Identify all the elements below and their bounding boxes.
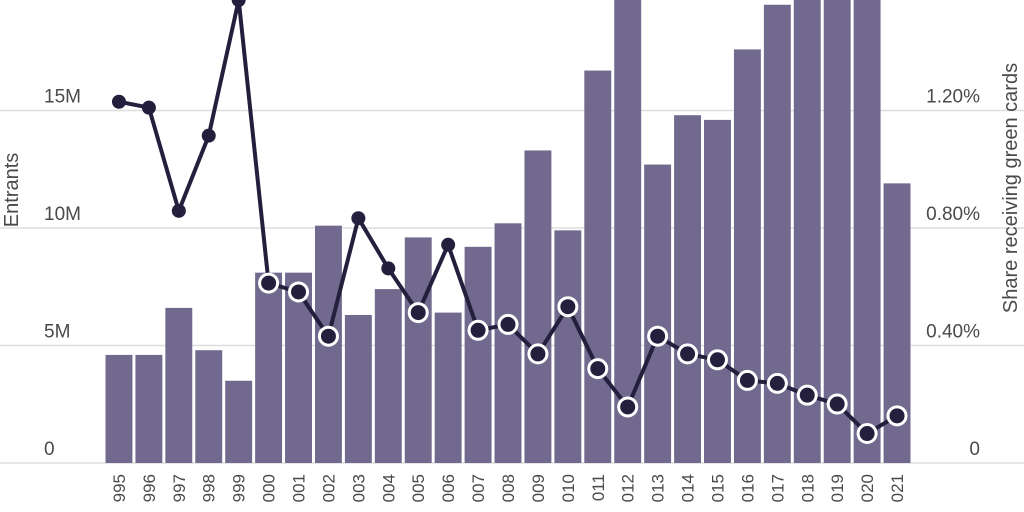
x-tick-label: 012 — [619, 474, 638, 502]
share-marker — [527, 343, 549, 365]
bar — [763, 4, 791, 463]
bar — [733, 49, 761, 464]
bar — [404, 237, 432, 463]
x-tick-label: 004 — [379, 474, 398, 502]
left-axis: 0 5M 10M 15M — [44, 87, 81, 461]
share-marker — [407, 302, 429, 324]
bar — [464, 246, 492, 463]
x-tick-label: 995 — [110, 474, 129, 502]
bar — [494, 223, 522, 463]
share-line-series — [111, 0, 908, 445]
bar — [823, 0, 851, 463]
right-axis-title: Share receiving green cards — [1000, 63, 1022, 313]
x-tick-label: 009 — [529, 474, 548, 502]
x-tick-label: 019 — [828, 474, 847, 502]
share-marker — [677, 343, 699, 365]
share-marker — [706, 349, 728, 371]
share-marker — [441, 237, 456, 252]
x-tick-label: 005 — [409, 474, 428, 502]
x-tick-label: 016 — [738, 474, 757, 502]
share-marker — [587, 358, 609, 380]
x-tick-label: 008 — [499, 474, 518, 502]
x-tick-label: 003 — [349, 474, 368, 502]
bar — [195, 350, 223, 463]
left-tick-label: 10M — [44, 204, 81, 225]
bar — [434, 312, 462, 463]
share-marker — [497, 313, 519, 335]
bar — [105, 354, 133, 463]
bar — [554, 230, 582, 463]
share-marker — [381, 261, 396, 276]
bar — [255, 272, 283, 463]
bar — [225, 380, 253, 463]
right-tick-label: 1.20% — [926, 87, 980, 108]
x-tick-label: 015 — [708, 474, 727, 502]
right-tick-label: 0 — [969, 439, 980, 460]
share-marker — [826, 393, 848, 415]
bar — [704, 119, 731, 464]
x-tick-label: 002 — [319, 474, 338, 502]
x-tick-label: 014 — [679, 474, 698, 502]
bar — [374, 289, 402, 463]
x-tick-label: 013 — [649, 474, 668, 502]
bar — [524, 150, 552, 463]
bar — [135, 354, 163, 463]
x-tick-label: 020 — [858, 474, 877, 502]
x-axis: 995 996 997 998 999 000 001 002 003 004 005 006 007 0… — [110, 474, 907, 502]
bar — [644, 164, 672, 464]
share-marker — [617, 396, 639, 418]
share-marker — [171, 203, 186, 218]
bar-series — [105, 0, 911, 464]
left-tick-label: 15M — [44, 87, 81, 108]
right-tick-label: 0.80% — [926, 204, 980, 225]
bar — [674, 115, 702, 463]
bar — [165, 307, 193, 463]
x-tick-label: 999 — [230, 474, 249, 502]
x-tick-label: 996 — [140, 474, 159, 502]
bar — [344, 314, 372, 463]
share-marker — [351, 211, 366, 226]
x-tick-label: 998 — [200, 474, 219, 502]
share-marker — [288, 281, 310, 303]
share-marker — [736, 369, 758, 391]
x-tick-label: 017 — [768, 474, 787, 502]
x-tick-label: 001 — [290, 474, 309, 502]
share-marker — [258, 272, 280, 294]
left-tick-label: 5M — [44, 322, 70, 343]
share-marker — [317, 325, 339, 347]
share-marker — [886, 405, 908, 427]
x-tick-label: 007 — [469, 474, 488, 502]
share-marker — [231, 0, 246, 7]
share-marker — [557, 296, 579, 318]
left-tick-label: 0 — [44, 439, 55, 460]
x-tick-label: 010 — [559, 474, 578, 502]
x-tick-label: 000 — [260, 474, 279, 502]
x-tick-label: 021 — [888, 474, 907, 502]
share-marker — [141, 100, 156, 115]
share-marker — [201, 128, 216, 143]
share-marker — [111, 94, 126, 109]
share-marker — [796, 384, 818, 406]
share-marker — [766, 372, 788, 394]
bar — [853, 0, 881, 463]
x-tick-label: 997 — [170, 474, 189, 502]
x-tick-label: 011 — [589, 474, 608, 501]
bar — [584, 70, 612, 464]
x-tick-label: 006 — [439, 474, 458, 502]
right-tick-label: 0.40% — [926, 322, 980, 343]
share-marker — [856, 423, 878, 445]
share-marker — [647, 325, 669, 347]
left-axis-title: Entrants — [1, 153, 23, 227]
x-tick-label: 018 — [798, 474, 817, 502]
right-axis: 0 0.40% 0.80% 1.20% — [926, 87, 980, 461]
share-marker — [467, 319, 489, 341]
